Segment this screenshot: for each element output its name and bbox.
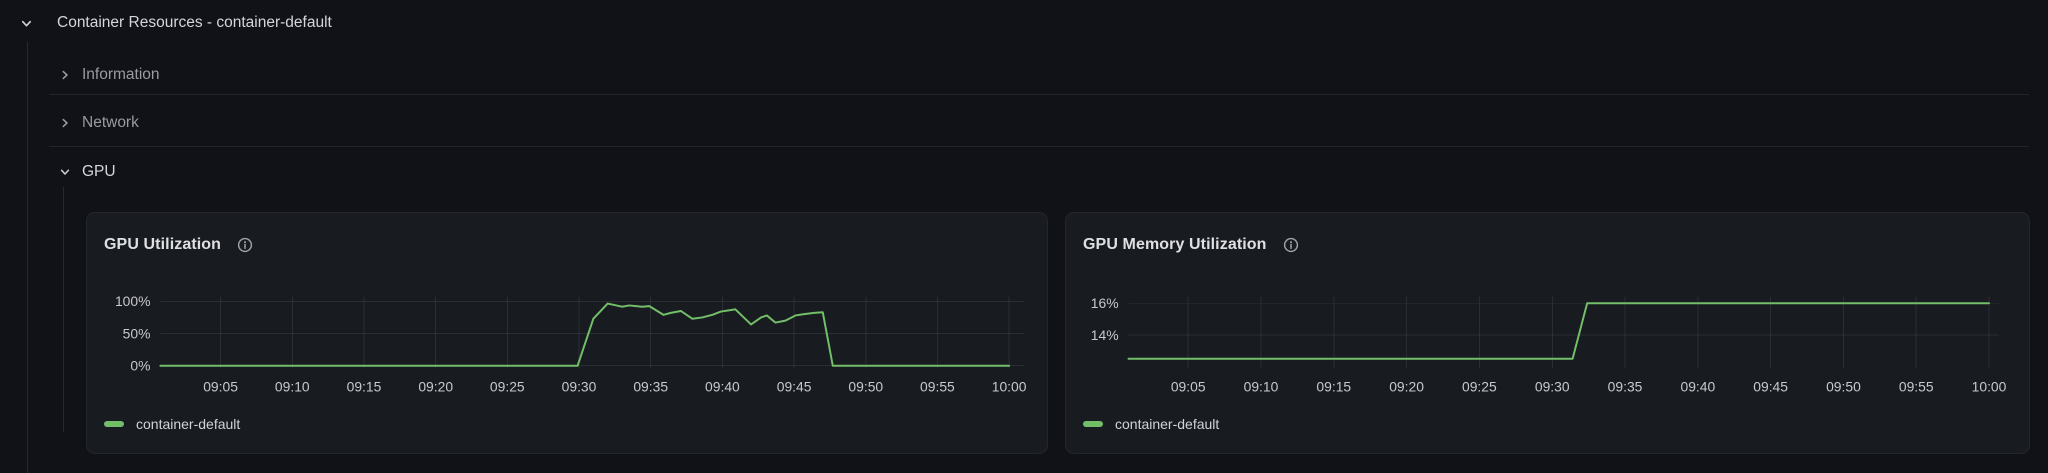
panel-gpu-memory-utilization: 14% 16% 09:05 09:10 09:15 09:20 09:25 09:30 09:3… <box>1065 212 2030 454</box>
svg-text:09:25: 09:25 <box>1462 379 1497 395</box>
legend-series-marker <box>1083 421 1103 427</box>
svg-text:09:45: 09:45 <box>1753 379 1788 395</box>
legend-item-container-default[interactable]: container-default <box>104 416 240 432</box>
row-title: Container Resources - container-default <box>57 14 332 31</box>
svg-text:09:05: 09:05 <box>1171 379 1206 395</box>
svg-text:10:00: 10:00 <box>1972 379 2007 395</box>
svg-text:09:10: 09:10 <box>1244 379 1279 395</box>
svg-text:09:15: 09:15 <box>1316 379 1351 395</box>
legend-series-label: container-default <box>1115 416 1220 432</box>
panel-gpu-utilization: 0% 50% 100% 09:05 09:10 09:15 09:20 09:25 09:30 0… <box>86 212 1048 454</box>
chevron-right-icon <box>62 118 68 127</box>
svg-text:09:40: 09:40 <box>705 379 740 395</box>
tree-guideline-gpu <box>63 187 64 432</box>
svg-text:09:35: 09:35 <box>1608 379 1643 395</box>
row-header-container-resources[interactable]: Container Resources - container-default <box>20 6 332 40</box>
legend-series-label: container-default <box>136 416 241 432</box>
section-row-gpu[interactable]: GPU <box>49 147 2029 197</box>
svg-text:09:20: 09:20 <box>418 379 453 395</box>
svg-text:09:20: 09:20 <box>1389 379 1424 395</box>
svg-text:50%: 50% <box>123 325 151 341</box>
svg-text:16%: 16% <box>1091 295 1119 311</box>
svg-text:09:05: 09:05 <box>203 379 238 395</box>
svg-text:09:50: 09:50 <box>1826 379 1861 395</box>
svg-text:0%: 0% <box>130 358 150 374</box>
chevron-down-icon <box>60 169 70 175</box>
svg-text:09:15: 09:15 <box>347 379 382 395</box>
panel-title[interactable]: GPU Utilization <box>104 236 222 253</box>
svg-text:09:35: 09:35 <box>633 379 668 395</box>
chevron-right-icon <box>62 70 68 80</box>
svg-text:09:45: 09:45 <box>777 379 812 395</box>
section-label: GPU <box>82 163 116 180</box>
chevron-down-icon <box>21 20 32 26</box>
svg-text:10:00: 10:00 <box>992 379 1027 395</box>
svg-text:09:55: 09:55 <box>920 379 955 395</box>
svg-text:09:55: 09:55 <box>1899 379 1934 395</box>
section-row-information[interactable]: Information <box>49 56 2029 95</box>
svg-text:09:25: 09:25 <box>490 379 525 395</box>
svg-text:09:30: 09:30 <box>1535 379 1570 395</box>
tree-guideline-outer <box>27 42 28 473</box>
panel-title[interactable]: GPU Memory Utilization <box>1083 236 1267 253</box>
section-label: Information <box>82 66 160 83</box>
svg-text:14%: 14% <box>1091 327 1119 343</box>
section-label: Network <box>82 113 139 131</box>
gpu-memory-utilization-chart[interactable]: 14% 16% 09:05 09:10 09:15 09:20 09:25 09:30 09:3… <box>1066 213 2029 453</box>
svg-text:09:50: 09:50 <box>848 379 883 395</box>
svg-text:09:40: 09:40 <box>1680 379 1715 395</box>
legend-series-marker <box>104 421 124 427</box>
legend-item-container-default[interactable]: container-default <box>1083 416 1219 432</box>
info-icon[interactable] <box>237 237 253 253</box>
section-row-network[interactable]: Network <box>49 99 2029 147</box>
info-icon[interactable] <box>1283 237 1299 253</box>
panel-header: GPU Utilization <box>104 236 253 254</box>
svg-text:09:30: 09:30 <box>562 379 597 395</box>
svg-text:100%: 100% <box>115 293 151 309</box>
panel-header: GPU Memory Utilization <box>1083 236 1299 254</box>
gpu-utilization-chart[interactable]: 0% 50% 100% 09:05 09:10 09:15 09:20 09:25 09:30 0… <box>87 213 1047 453</box>
svg-text:09:10: 09:10 <box>275 379 310 395</box>
